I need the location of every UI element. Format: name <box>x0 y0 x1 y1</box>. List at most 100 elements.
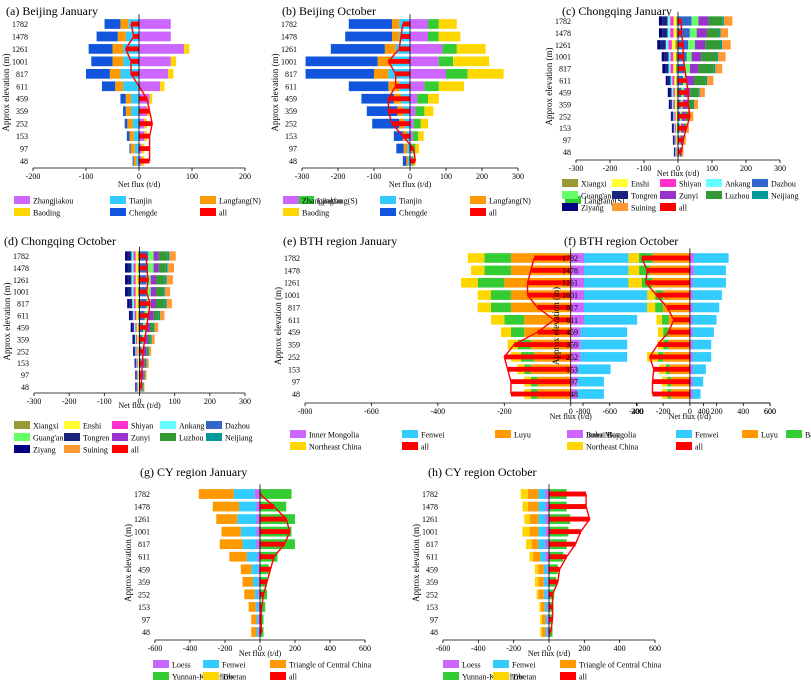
x-tick-label: -600 <box>602 407 617 416</box>
bar-segment <box>522 526 530 537</box>
y-tick-label: 252 <box>285 120 297 129</box>
bar-segment <box>256 501 260 512</box>
legend-swatch <box>567 442 583 450</box>
bar-segment <box>670 28 674 38</box>
bar-segment <box>123 81 139 92</box>
bar-segment <box>251 614 257 625</box>
x-tick-label: -600 <box>436 644 451 653</box>
bar-segment <box>428 19 439 29</box>
bar-segment <box>164 287 171 297</box>
bar-segment <box>137 287 140 297</box>
bar-segment <box>410 118 414 129</box>
y-axis-label: Approx elevation (m) <box>270 54 280 132</box>
bar-all <box>260 629 262 635</box>
bar-segment <box>536 589 539 600</box>
bar-segment <box>348 81 389 92</box>
bar-all <box>260 529 290 535</box>
bar-segment <box>153 251 159 261</box>
y-tick-label: 359 <box>17 335 29 344</box>
bar-segment <box>413 118 421 129</box>
bar-segment <box>718 28 721 38</box>
bar-segment <box>696 28 707 38</box>
bar-segment <box>674 135 676 145</box>
bar-segment <box>139 44 185 54</box>
y-tick-label: 252 <box>16 120 28 129</box>
bar-segment <box>540 627 542 637</box>
x-tick-label: -600 <box>364 407 379 416</box>
legend-swatch <box>443 660 459 668</box>
bar-segment <box>147 334 151 345</box>
legend-swatch <box>14 208 30 216</box>
panel-title: (g) CY region January <box>140 465 247 479</box>
bar-all <box>139 158 150 164</box>
bar-segment <box>133 251 136 261</box>
bar-segment <box>165 263 168 273</box>
bar-all <box>410 146 414 151</box>
bar-segment <box>125 106 132 117</box>
bar-all <box>139 337 145 342</box>
bar-segment <box>410 81 425 92</box>
all-line <box>124 23 153 161</box>
bar-segment <box>139 68 169 79</box>
bar-all <box>549 629 551 635</box>
bar-segment <box>689 265 694 276</box>
y-tick-label: 359 <box>426 578 438 587</box>
y-tick-label: 153 <box>285 132 297 141</box>
bar-segment <box>115 81 124 92</box>
legend-swatch <box>562 179 578 187</box>
x-tick-label: -300 <box>569 164 584 173</box>
bar-segment <box>145 322 151 333</box>
y-tick-label: 252 <box>566 353 578 362</box>
y-tick-label: 1782 <box>422 490 438 499</box>
legend-label: all <box>131 446 140 455</box>
all-line <box>503 257 556 394</box>
all-line <box>140 256 151 388</box>
bar-segment <box>96 31 118 42</box>
bar-segment <box>156 298 165 309</box>
bar-segment <box>109 68 121 79</box>
bar-segment <box>184 44 190 54</box>
y-tick-label: 359 <box>566 341 578 350</box>
y-tick-label: 48 <box>20 157 28 166</box>
y-tick-label: 459 <box>288 328 300 337</box>
bar-segment <box>675 147 676 157</box>
bar-all <box>139 146 150 151</box>
x-tick-label: -800 <box>576 407 591 416</box>
bar-segment <box>507 339 518 350</box>
bar-segment <box>135 263 138 273</box>
x-tick-label: -200 <box>26 172 41 181</box>
bar-segment <box>686 52 692 62</box>
bar-segment <box>374 68 389 79</box>
bar-segment <box>720 28 728 38</box>
bar-segment <box>674 87 677 98</box>
legend-swatch <box>14 445 30 453</box>
legend-swatch <box>470 208 486 216</box>
bar-segment <box>438 56 454 67</box>
legend-swatch <box>612 203 628 211</box>
bar-segment <box>132 322 134 333</box>
x-tick-label: -400 <box>471 644 486 653</box>
bar-segment <box>471 265 485 276</box>
legend-swatch <box>706 179 722 187</box>
bar-all <box>527 292 571 298</box>
bar-segment <box>584 253 648 263</box>
legend-swatch <box>493 672 509 680</box>
bar-segment <box>138 346 140 356</box>
bar-segment <box>143 346 147 356</box>
bar-all <box>139 289 147 295</box>
legend-label: Tibetan <box>222 673 246 682</box>
legend: Inner Mongolia Fenwei Luyu Bohai Bay Northea… <box>567 430 811 452</box>
bar-segment <box>543 589 548 600</box>
bar-segment <box>125 251 128 261</box>
y-tick-label: 459 <box>138 565 150 574</box>
bar-segment <box>135 275 138 285</box>
bar-segment <box>692 376 704 387</box>
x-tick-label: 100 <box>706 164 718 173</box>
bar-segment <box>690 87 699 98</box>
bar-all <box>678 102 689 107</box>
bar-all <box>549 541 576 547</box>
bar-segment <box>692 364 706 375</box>
bar-segment <box>256 526 260 537</box>
bar-segment <box>246 551 258 562</box>
bar-segment <box>129 131 134 141</box>
